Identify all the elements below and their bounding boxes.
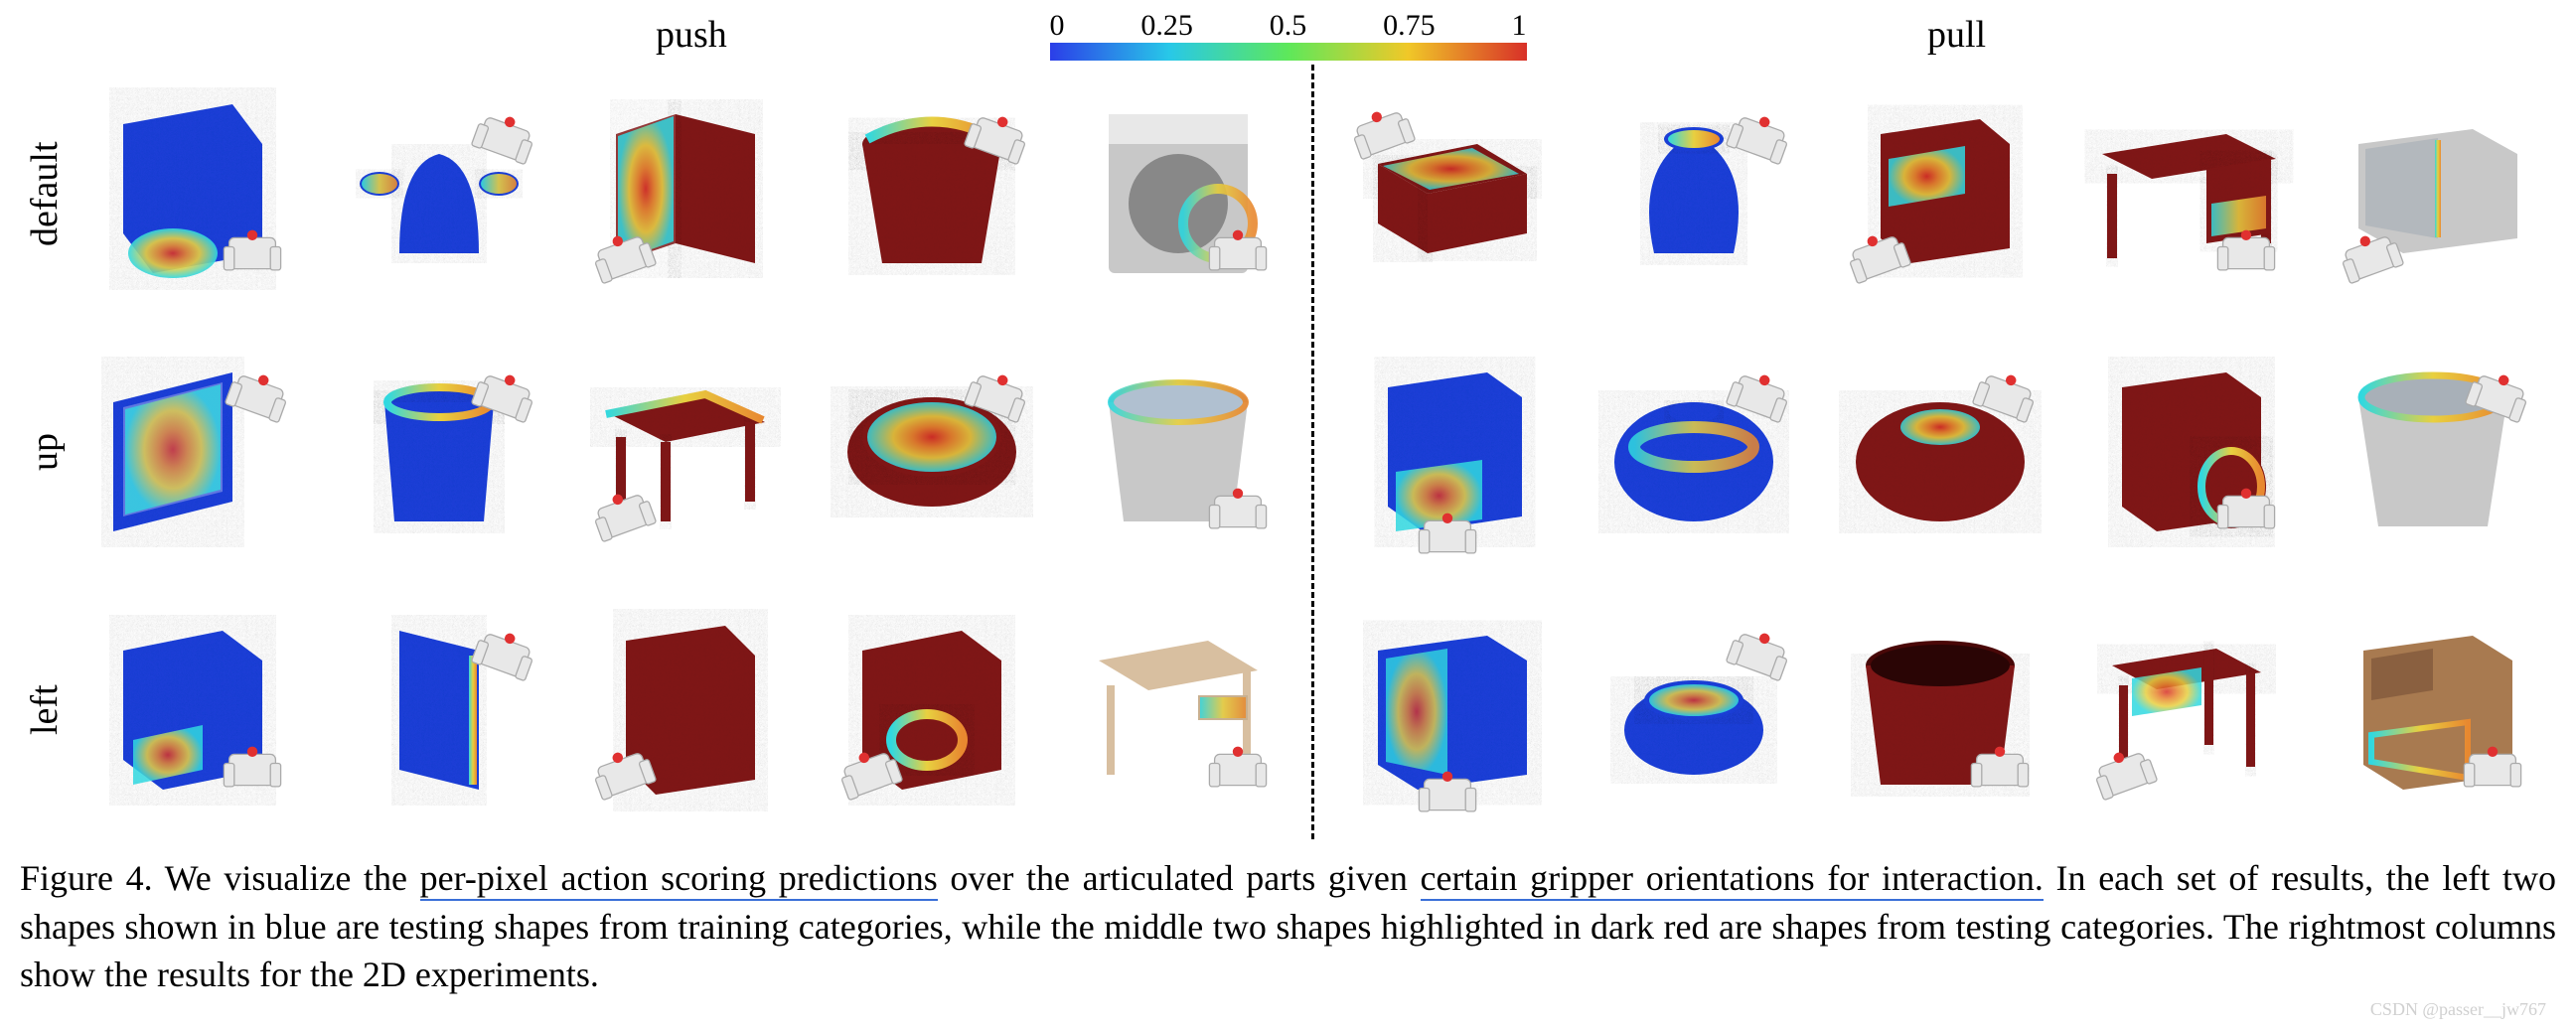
tick: 0.75 <box>1383 9 1436 43</box>
grid-row <box>70 65 1301 323</box>
caption-text: We visualize the <box>165 858 420 898</box>
figure-caption: Figure 4. We visualize the per-pixel act… <box>20 854 2556 999</box>
object-cell <box>316 323 562 581</box>
object-cell <box>1817 65 2063 323</box>
grid-row <box>1324 323 2556 581</box>
object-cell <box>1324 581 1571 839</box>
object-cell <box>1324 65 1571 323</box>
object-cell <box>2063 323 2310 581</box>
grid-row <box>1324 65 2556 323</box>
object-cell <box>1571 323 1817 581</box>
caption-text: over the articulated parts given <box>938 858 1421 898</box>
object-cell <box>809 65 1055 323</box>
object-cell <box>1571 65 1817 323</box>
row-label: up <box>20 323 70 581</box>
colorbar-gradient <box>1050 43 1527 61</box>
tick: 0.25 <box>1140 9 1193 43</box>
object-cell <box>1324 323 1571 581</box>
tick: 0.5 <box>1270 9 1307 43</box>
object-cell <box>1817 323 2063 581</box>
pull-heading: pull <box>1927 13 1986 57</box>
push-column <box>70 65 1301 839</box>
object-cell <box>316 65 562 323</box>
caption-underline: per-pixel action scoring predictions <box>420 858 938 901</box>
object-cell <box>316 581 562 839</box>
object-cell <box>562 65 809 323</box>
caption-underline: certain gripper orientations for interac… <box>1421 858 2044 901</box>
figure-grid: default up left <box>20 65 2556 839</box>
object-cell <box>562 581 809 839</box>
row-label: default <box>20 65 70 323</box>
object-cell <box>1055 323 1301 581</box>
object-cell <box>809 581 1055 839</box>
tick: 0 <box>1050 9 1065 43</box>
grid-row <box>1324 581 2556 839</box>
figure-label: Figure 4. <box>20 858 165 898</box>
colorbar: 0 0.25 0.5 0.75 1 <box>1050 9 1527 61</box>
object-cell <box>2063 581 2310 839</box>
object-cell <box>70 581 316 839</box>
object-cell <box>2310 581 2556 839</box>
divider <box>1311 65 1314 839</box>
object-cell <box>2310 65 2556 323</box>
object-cell <box>2310 323 2556 581</box>
object-cell <box>809 323 1055 581</box>
object-cell <box>2063 65 2310 323</box>
watermark: CSDN @passer__jw767 <box>2370 999 2546 1020</box>
header-row: push 0 0.25 0.5 0.75 1 pull <box>20 10 2556 60</box>
object-cell <box>1571 581 1817 839</box>
object-cell <box>562 323 809 581</box>
grid-row <box>70 323 1301 581</box>
push-heading: push <box>656 13 727 57</box>
grid-row <box>70 581 1301 839</box>
tick: 1 <box>1512 9 1527 43</box>
grid-content <box>70 65 2556 839</box>
colorbar-ticks: 0 0.25 0.5 0.75 1 <box>1050 9 1527 43</box>
row-label: left <box>20 581 70 839</box>
row-labels: default up left <box>20 65 70 839</box>
object-cell <box>1055 581 1301 839</box>
object-cell <box>1817 581 2063 839</box>
object-cell <box>1055 65 1301 323</box>
object-cell <box>70 323 316 581</box>
object-cell <box>70 65 316 323</box>
pull-column <box>1324 65 2556 839</box>
